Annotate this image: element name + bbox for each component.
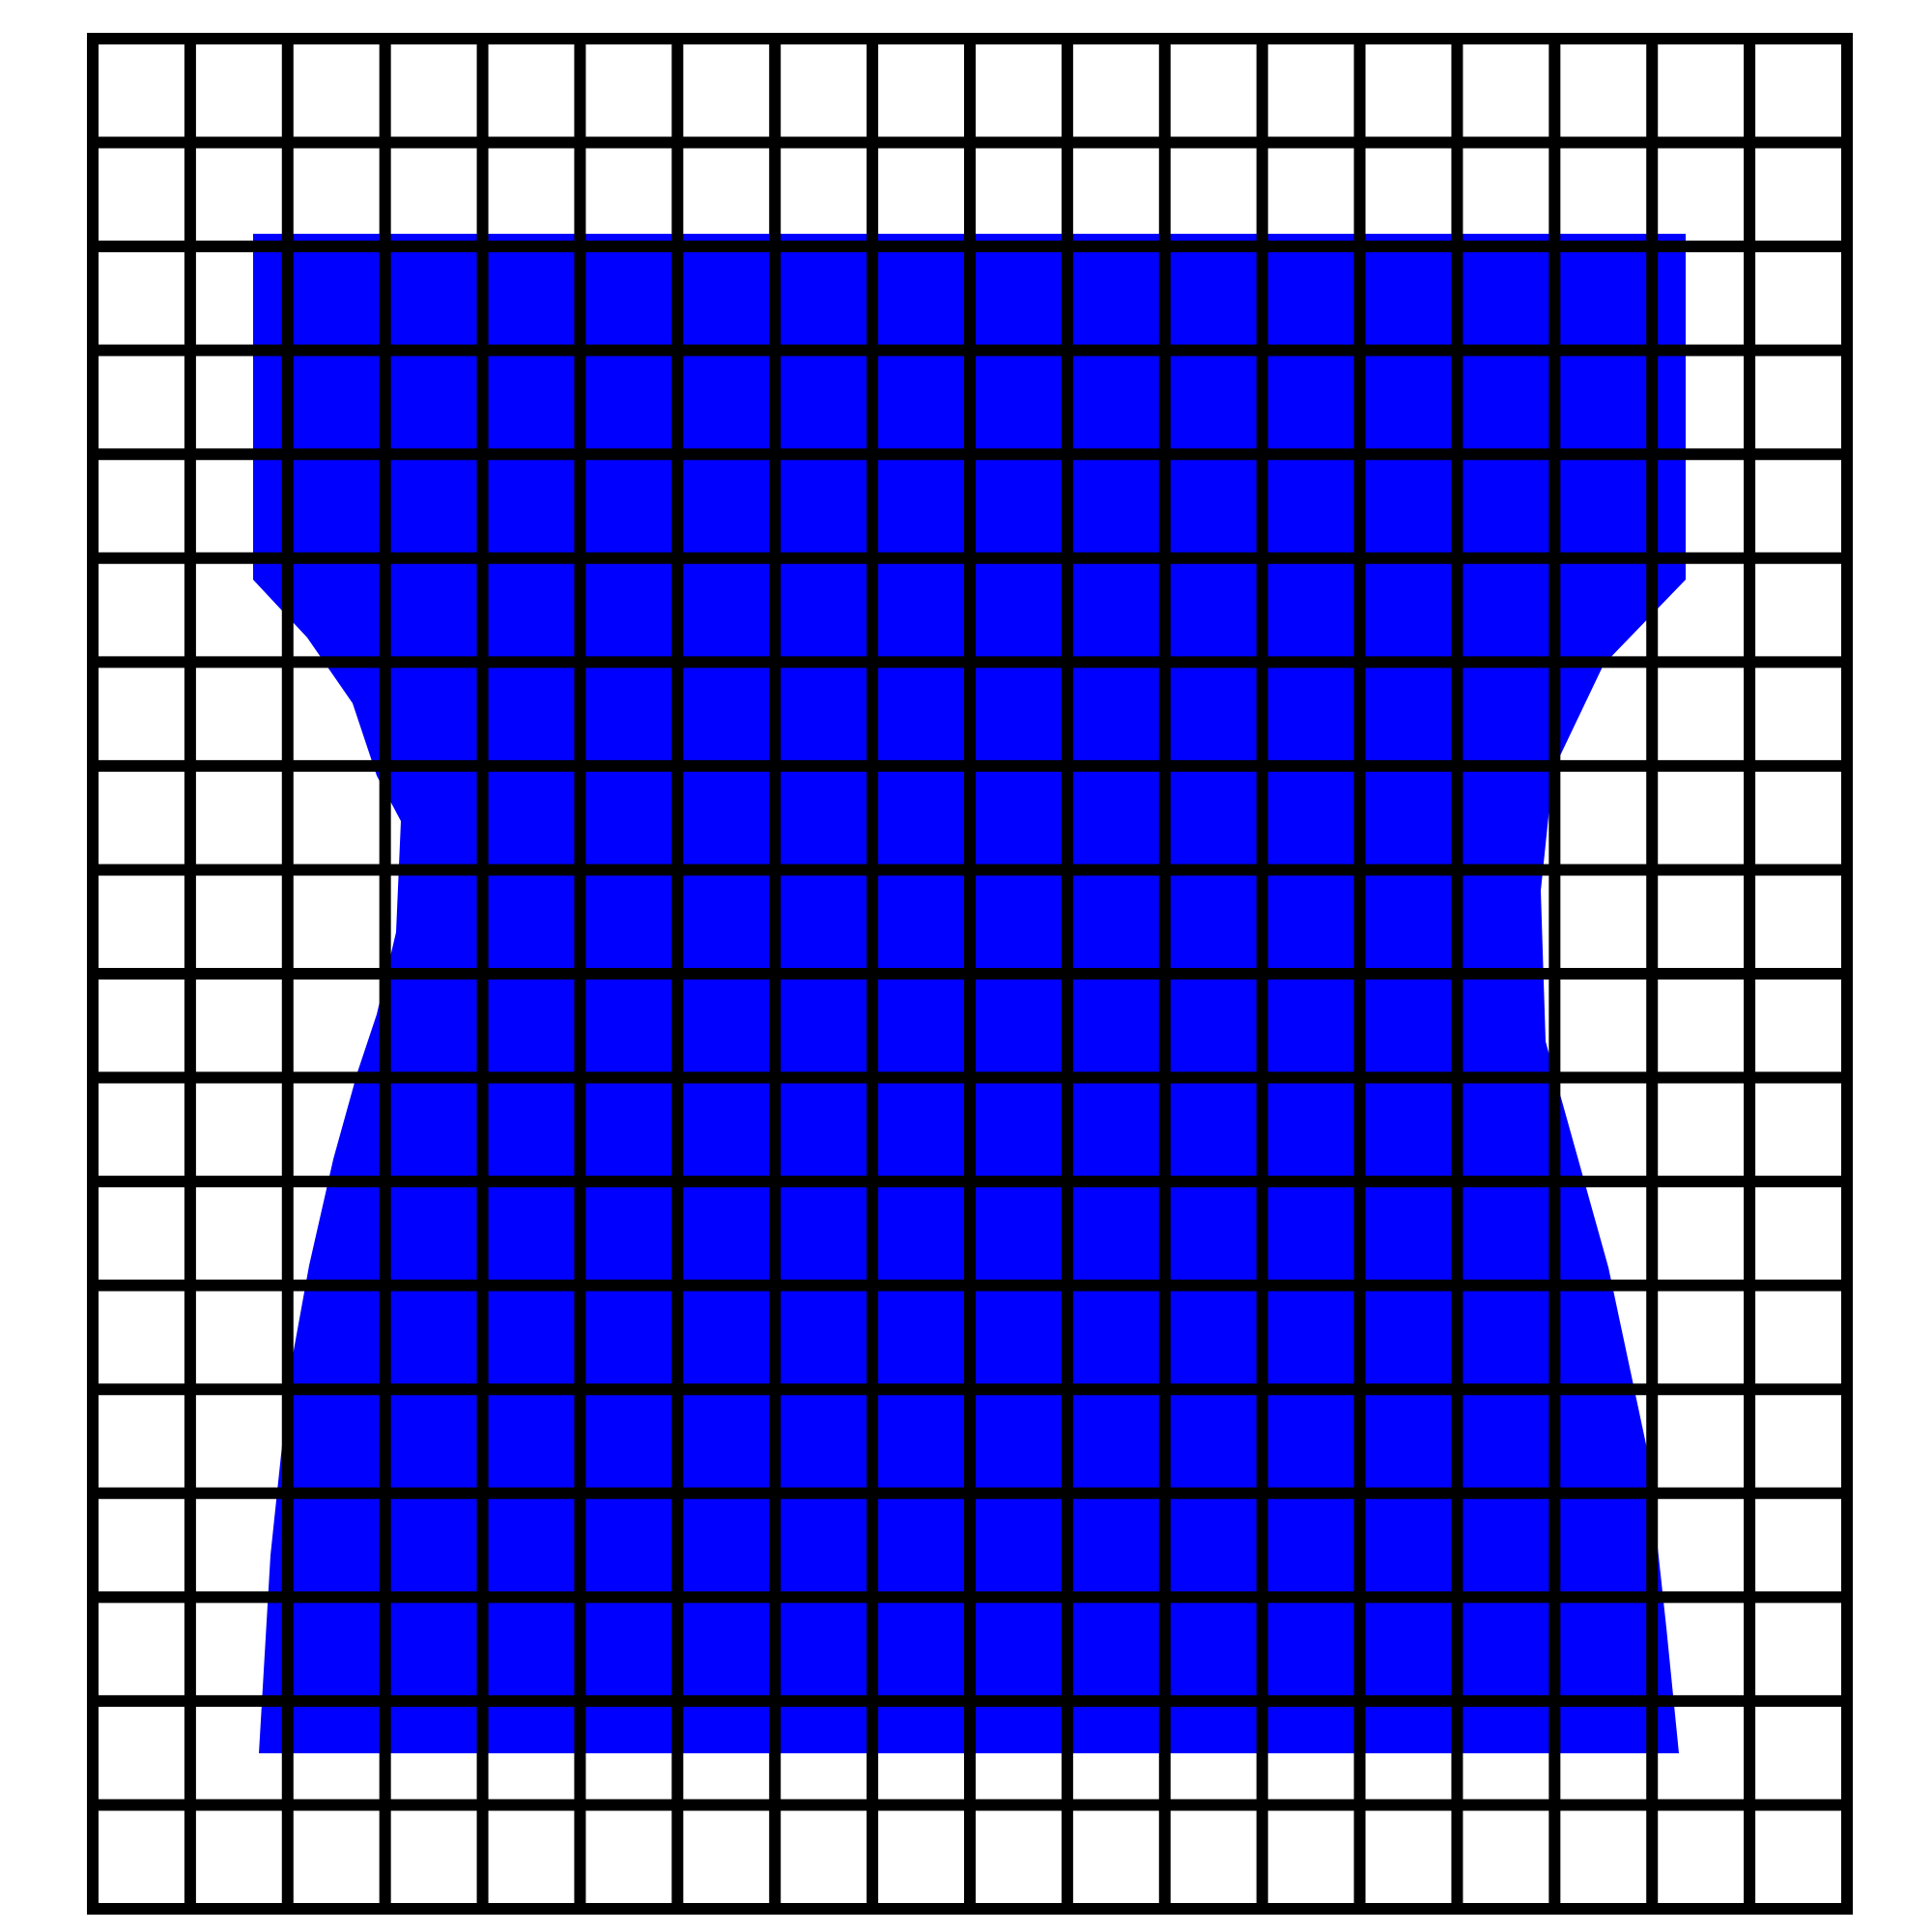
grid-lines bbox=[87, 33, 1853, 1915]
